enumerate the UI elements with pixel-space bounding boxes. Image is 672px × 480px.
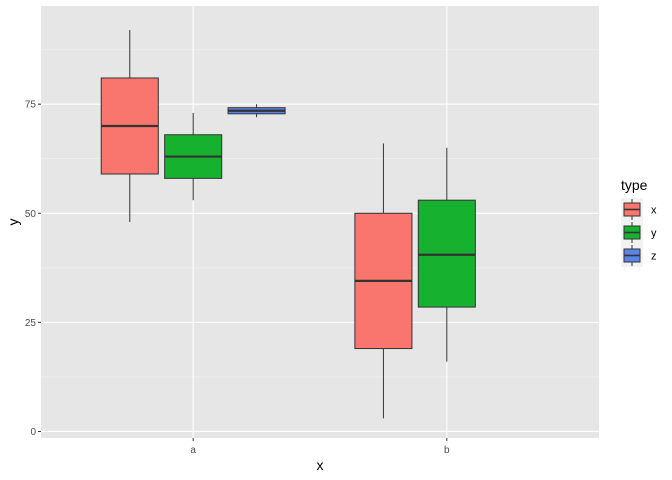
x-tick-label: b	[444, 445, 450, 456]
boxes	[100, 30, 476, 419]
box-y-a	[164, 112, 223, 201]
x-axis-title: x	[317, 457, 324, 473]
y-tick-label: 75	[25, 100, 37, 111]
box-y-b	[417, 147, 476, 362]
legend-title: type	[621, 177, 648, 193]
box-z-a	[227, 104, 286, 118]
box-x-b	[354, 143, 413, 419]
y-tick-label: 50	[25, 209, 37, 220]
y-tick-label: 25	[25, 318, 37, 329]
legend-item-x: x	[621, 198, 657, 221]
legend-item-y: y	[621, 221, 657, 244]
y-axis-title: y	[5, 219, 21, 226]
box-x-a	[100, 30, 159, 222]
legend: type xyz	[621, 177, 657, 267]
legend-item-z: z	[621, 244, 657, 267]
x-tick-label: a	[190, 445, 196, 456]
plot-panel	[41, 6, 599, 438]
legend-label: y	[651, 228, 657, 240]
y-tick-label: 0	[30, 427, 36, 438]
y-axis: 0 25 50 75	[25, 100, 41, 438]
legend-label: x	[651, 205, 657, 217]
legend-label: z	[651, 251, 657, 263]
